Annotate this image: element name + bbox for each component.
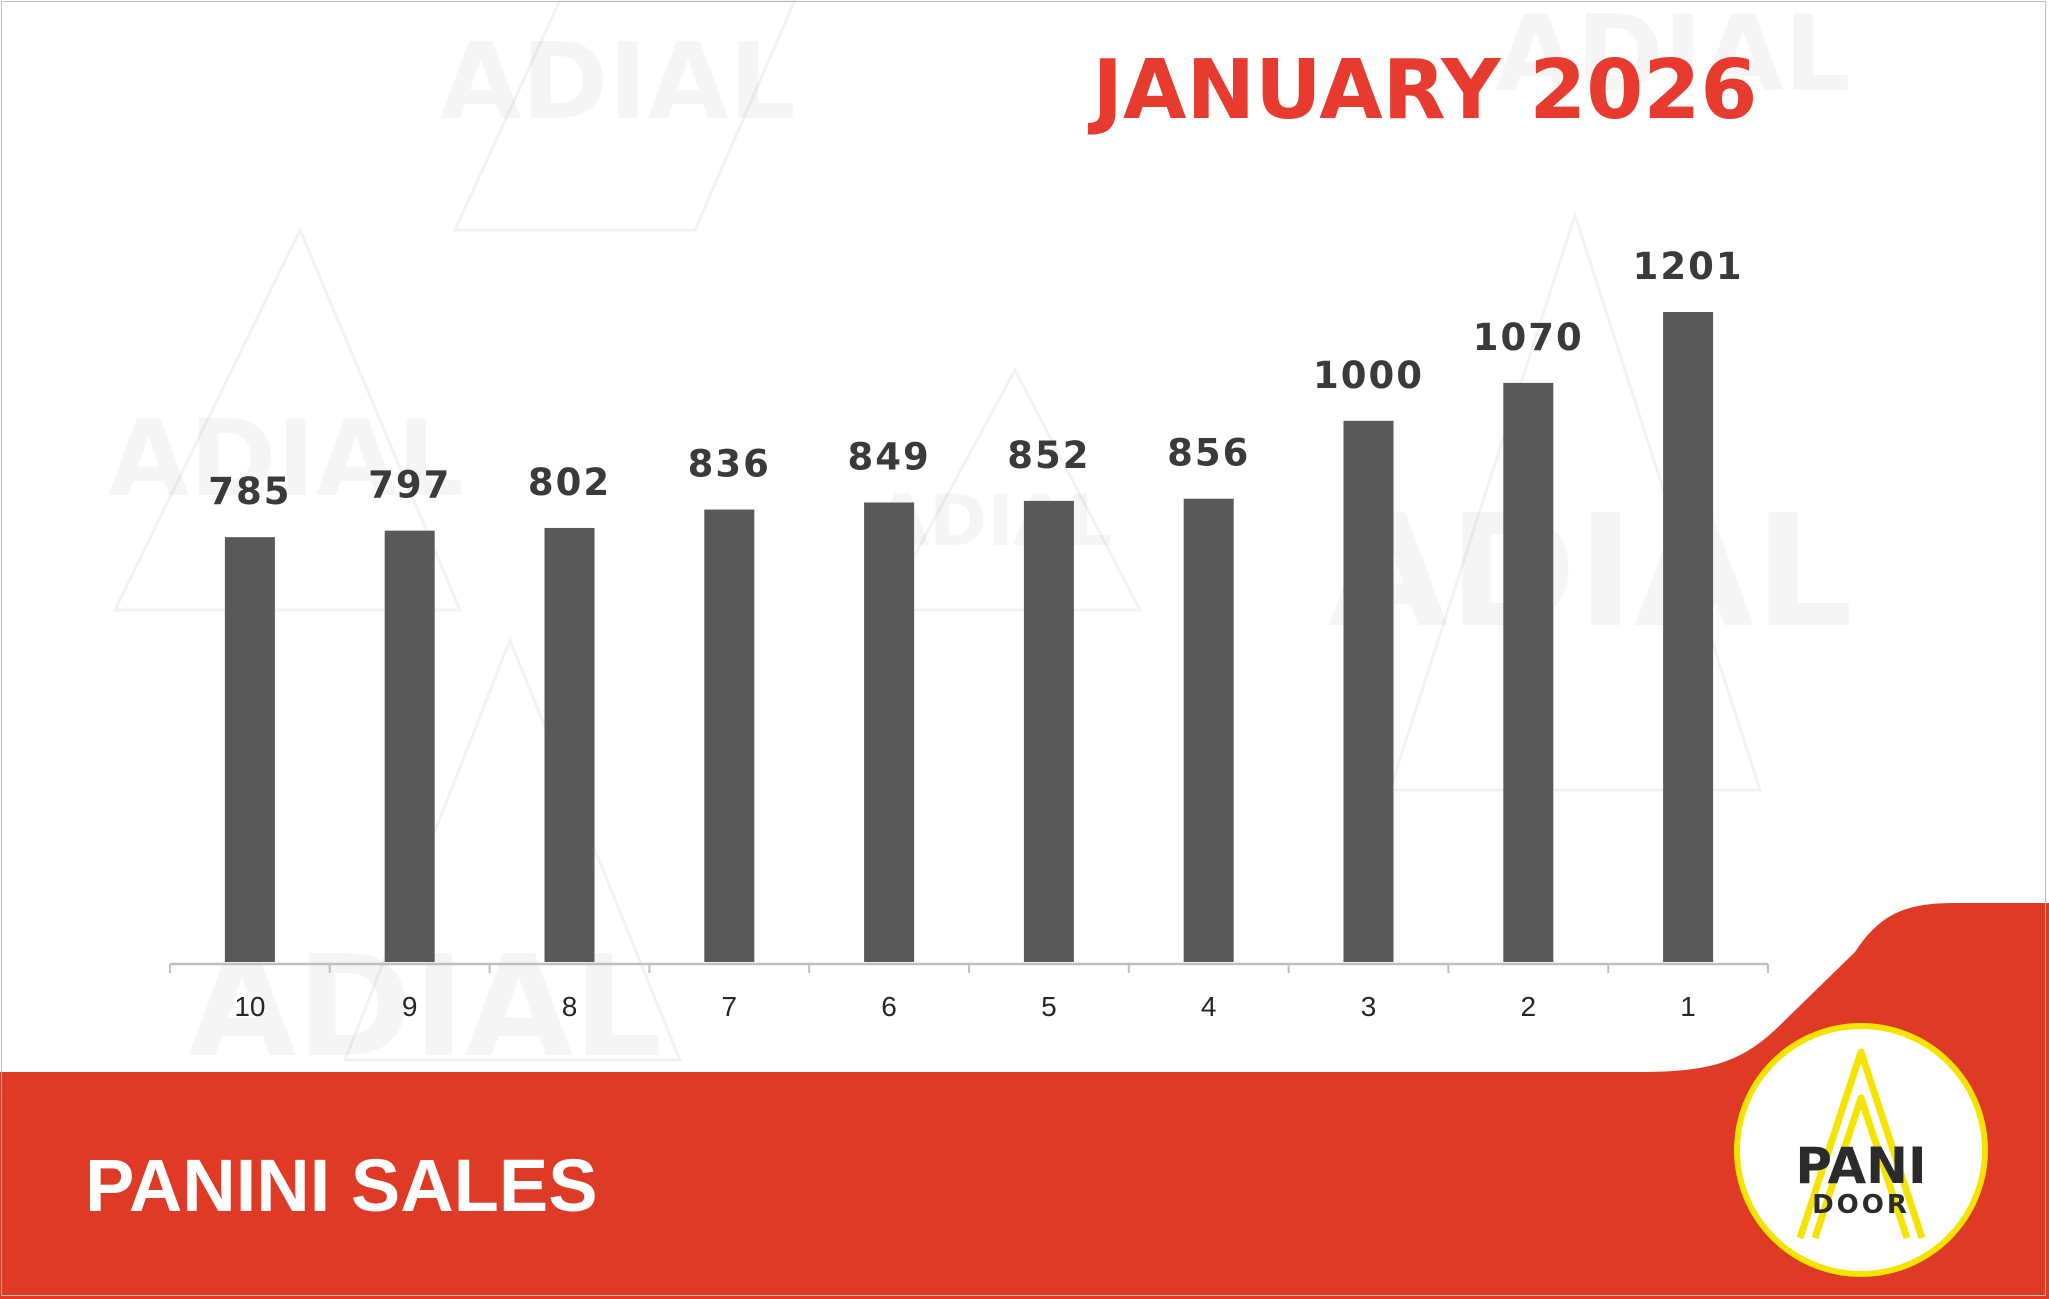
watermark-a-shape xyxy=(452,0,797,232)
bar-value-label: 856 xyxy=(1167,432,1250,475)
bar-value-label: 802 xyxy=(528,461,611,504)
chart-title: JANUARY 2026 xyxy=(1088,43,1758,138)
bar xyxy=(1183,498,1234,962)
watermark-a-shape xyxy=(882,366,1143,612)
bar xyxy=(864,502,915,962)
bar xyxy=(1343,420,1394,963)
x-tick-label: 7 xyxy=(722,991,738,1022)
plot-area: 785 797 802 836 849 852 856 1000 1070 1201 10 9 8 7 6… xyxy=(169,245,1769,1022)
x-tick-label: 10 xyxy=(234,991,265,1022)
logo-a-mark-icon xyxy=(1796,1048,1926,1240)
x-tick-label: 1 xyxy=(1680,991,1696,1022)
watermark-a-shape xyxy=(112,226,463,612)
watermark-text: ADIAL xyxy=(440,21,796,143)
bar-value-label: 1201 xyxy=(1633,245,1744,288)
bar-value-label: 849 xyxy=(847,436,930,479)
logo-text-top: PANI xyxy=(1795,1137,1926,1195)
x-tick-label: 3 xyxy=(1361,991,1377,1022)
x-tick-label: 4 xyxy=(1201,991,1217,1022)
x-tick-label-group: 10 9 8 7 6 5 4 3 2 1 xyxy=(234,991,1696,1022)
bar xyxy=(1663,312,1714,962)
watermark-text: ADIAL xyxy=(1328,481,1853,662)
logo-circle xyxy=(1734,1023,1988,1277)
x-tick-label: 9 xyxy=(402,991,418,1022)
value-label-group: 785 797 802 836 849 852 856 1000 1070 1201 xyxy=(208,245,1744,513)
bar xyxy=(544,527,595,962)
footer-banner xyxy=(0,903,2049,1299)
bar xyxy=(1023,500,1074,962)
brand-logo: PANI DOOR xyxy=(1734,1023,1988,1277)
bar xyxy=(384,530,435,962)
bar-group xyxy=(224,312,1714,963)
x-tick-label: 2 xyxy=(1521,991,1537,1022)
bar-value-label: 1070 xyxy=(1473,316,1584,359)
x-tick-label: 5 xyxy=(1041,991,1057,1022)
watermark-layer: ADIAL ADIAL ADIAL ADIAL ADIAL ADIAL xyxy=(112,0,1853,1062)
bar-value-label: 797 xyxy=(368,464,451,507)
bar-value-label: 852 xyxy=(1007,434,1090,477)
bar-value-label: 785 xyxy=(208,470,291,513)
x-tick-label: 6 xyxy=(881,991,897,1022)
bar-value-label: 836 xyxy=(688,443,771,486)
x-tick-group xyxy=(169,964,1769,973)
bar xyxy=(704,509,755,962)
bar xyxy=(224,537,275,962)
bar xyxy=(1503,382,1554,962)
logo-text-bottom: DOOR xyxy=(1812,1190,1910,1220)
x-tick-label: 8 xyxy=(562,991,578,1022)
footer-caption: PANINI SALES xyxy=(85,1144,598,1227)
bar-value-label: 1000 xyxy=(1313,354,1424,397)
